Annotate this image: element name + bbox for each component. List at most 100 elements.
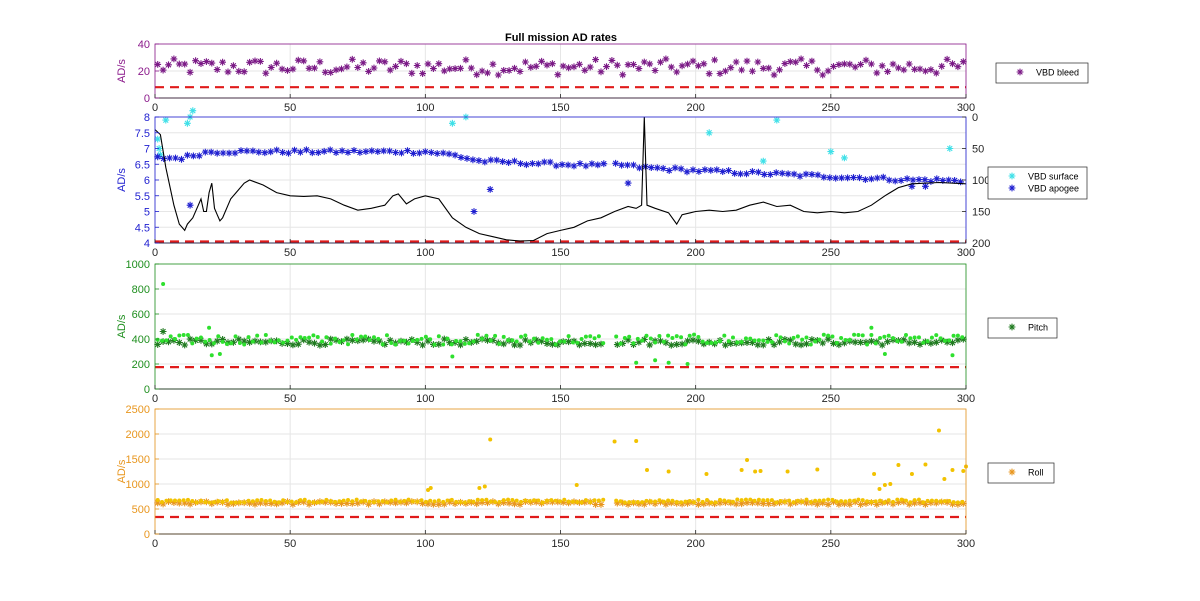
data-marker (516, 68, 524, 75)
data-marker (677, 165, 685, 173)
data-marker (949, 60, 956, 68)
data-marker (403, 499, 410, 507)
data-point (415, 499, 420, 504)
data-marker (154, 499, 162, 507)
data-point (354, 337, 359, 342)
data-marker (316, 58, 324, 66)
data-marker (814, 171, 822, 179)
data-point (891, 336, 896, 341)
x-tick-label: 250 (822, 247, 840, 259)
data-marker (285, 149, 292, 157)
data-marker (927, 66, 935, 74)
y-tick-label: 4.5 (135, 222, 150, 234)
data-point (428, 337, 433, 342)
data-point (795, 498, 800, 503)
legend-box (995, 62, 1089, 84)
data-marker (410, 150, 417, 157)
data-point (631, 499, 636, 504)
data-marker (235, 67, 243, 75)
data-point (730, 335, 735, 340)
data-marker (225, 149, 233, 157)
data-point (815, 467, 820, 472)
data-marker (613, 341, 621, 348)
data-marker (540, 158, 548, 166)
data-point (877, 487, 882, 491)
data-marker (878, 341, 886, 349)
legend: VBD surface VBD apogee (987, 166, 1088, 200)
data-point (800, 499, 805, 504)
data-point (393, 342, 398, 347)
data-point (648, 499, 653, 504)
data-point (856, 332, 861, 337)
data-marker (208, 340, 216, 348)
data-marker (586, 340, 594, 347)
data-marker (581, 66, 589, 74)
data-marker (381, 498, 389, 506)
data-marker (279, 149, 286, 156)
data-point (328, 499, 333, 504)
data-point (813, 339, 818, 344)
data-marker (538, 57, 545, 65)
data-point (692, 500, 697, 505)
data-point (886, 498, 891, 503)
data-marker (343, 63, 351, 71)
data-marker (327, 69, 335, 76)
data-marker (743, 499, 751, 507)
data-point (817, 337, 822, 342)
data-point (687, 333, 692, 338)
data-marker (300, 498, 308, 506)
data-marker (594, 161, 602, 169)
y-tick-label: 0 (144, 529, 150, 541)
data-marker (511, 64, 518, 72)
chart-panel-vbd-surface-apogee: 0 50 100 150 200 250 300 4 4.5 5 5.5 6 6.5 7 7.5 8 0 50 10… (116, 107, 1088, 259)
chart-panel-roll: 0 50 100 150 200 250 300 0 500 1000 1500 2000 2500 AD… (116, 404, 1055, 550)
data-marker (543, 61, 551, 69)
data-point (307, 499, 312, 504)
data-point (242, 342, 247, 347)
data-point (899, 339, 904, 344)
data-point (622, 500, 627, 505)
data-point (821, 498, 826, 503)
data-marker (759, 341, 767, 349)
data-marker (159, 328, 167, 335)
data-point (722, 333, 727, 338)
data-point (380, 342, 385, 347)
data-point (384, 333, 389, 338)
data-point (315, 335, 320, 340)
data-marker (727, 340, 735, 347)
data-point (622, 335, 627, 340)
data-marker (538, 337, 545, 345)
data-point (410, 338, 415, 343)
data-marker (719, 168, 727, 175)
x-tick-label: 50 (284, 393, 296, 405)
data-marker (592, 56, 599, 63)
x-tick-label: 0 (152, 102, 158, 114)
data-point (488, 499, 493, 504)
data-marker (321, 498, 329, 506)
data-point (410, 499, 415, 504)
data-point (891, 499, 896, 504)
data-marker (564, 161, 572, 169)
data-marker (695, 168, 703, 175)
data-marker (186, 335, 194, 343)
data-point (371, 335, 376, 340)
data-marker (189, 107, 197, 115)
data-marker (700, 60, 708, 68)
data-point (756, 497, 761, 502)
data-point (852, 498, 857, 503)
data-point (921, 340, 926, 345)
data-marker (954, 336, 962, 344)
data-marker (338, 147, 346, 155)
data-marker (600, 160, 608, 168)
data-marker (381, 58, 389, 66)
data-marker (419, 341, 426, 349)
data-point (908, 500, 913, 505)
data-marker (657, 337, 664, 345)
data-point (519, 334, 524, 339)
data-marker (154, 61, 162, 68)
y-tick-label: 1000 (126, 259, 150, 271)
data-marker (830, 498, 837, 506)
data-marker (786, 58, 794, 66)
data-point (250, 339, 255, 344)
data-marker (588, 160, 596, 168)
